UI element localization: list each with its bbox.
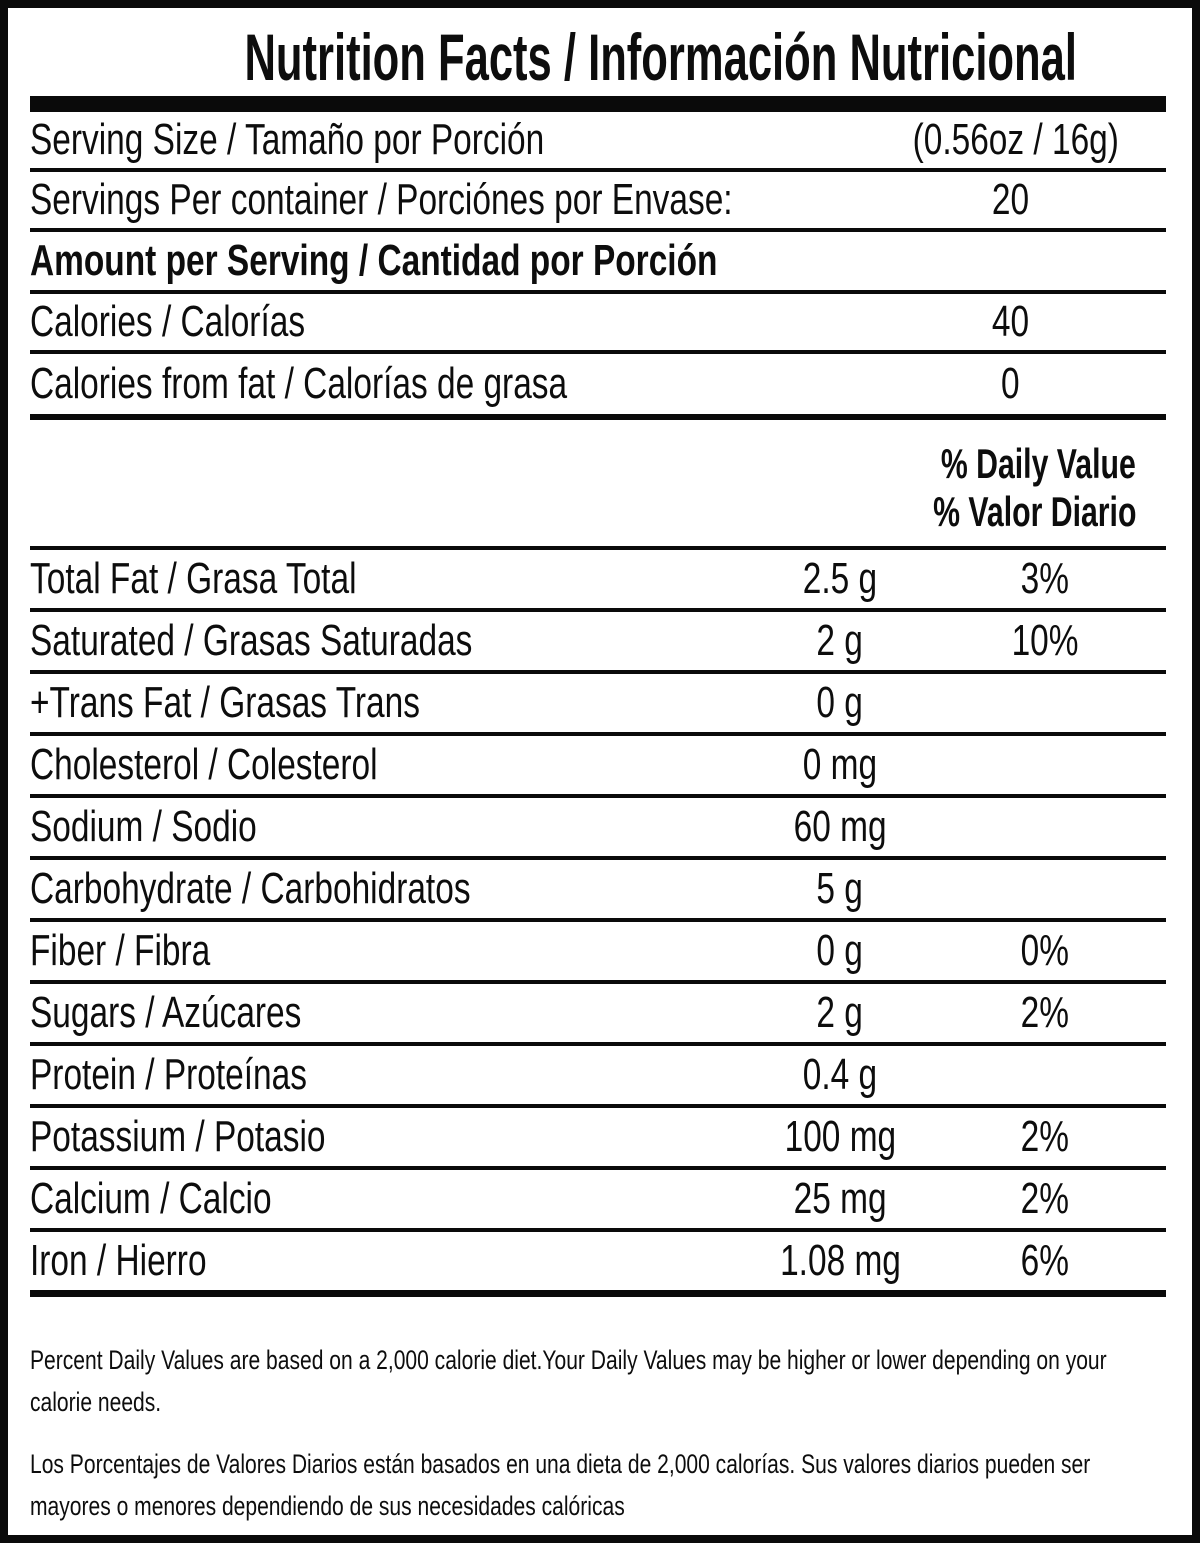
- nutrient-daily-value: 0%: [1020, 926, 1070, 975]
- daily-value-header-es: % Valor Diario: [932, 488, 1136, 535]
- daily-value-header: % Daily Value % Valor Diario: [30, 420, 1166, 550]
- serving-size-value: (0.56oz / 16g): [912, 115, 1119, 164]
- nutrient-row-cholesterol: Cholesterol / Colesterol 0 mg: [30, 736, 1166, 798]
- nutrient-label: Iron / Hierro: [30, 1236, 207, 1285]
- nutrient-row-sodium: Sodium / Sodio 60 mg: [30, 798, 1166, 860]
- servings-per-container-value: 20: [991, 175, 1029, 224]
- calories-row: Calories / Calorías 40: [30, 294, 1166, 354]
- calories-from-fat-value: 0: [1000, 359, 1020, 408]
- nutrient-row-sugars: Sugars / Azúcares 2 g 2%: [30, 984, 1166, 1046]
- servings-per-container-row: Servings Per container / Porciónes por E…: [30, 172, 1166, 232]
- nutrient-amount: 2 g: [816, 988, 864, 1037]
- nutrient-label: Total Fat / Grasa Total: [30, 554, 357, 603]
- nutrient-daily-value: 3%: [1020, 554, 1070, 603]
- nutrient-amount: 2 g: [816, 616, 864, 665]
- footnote-english: Percent Daily Values are based on a 2,00…: [30, 1345, 1107, 1417]
- nutrient-label: Sodium / Sodio: [30, 802, 257, 851]
- serving-size-row: Serving Size / Tamaño por Porción (0.56o…: [30, 112, 1166, 172]
- nutrient-label: Calcium / Calcio: [30, 1174, 272, 1223]
- nutrient-daily-value: 2%: [1020, 1174, 1070, 1223]
- nutrient-amount: 100 mg: [784, 1112, 896, 1161]
- nutrient-row-calcium: Calcium / Calcio 25 mg 2%: [30, 1170, 1166, 1232]
- daily-value-header-en: % Daily Value: [941, 440, 1136, 487]
- title-divider-bar: [30, 96, 1166, 112]
- nutrient-daily-value: [950, 1050, 1140, 1100]
- nutrient-daily-value: [950, 802, 1140, 852]
- nutrient-amount: 0.4 g: [802, 1050, 878, 1099]
- nutrient-amount: 0 g: [816, 926, 864, 975]
- nutrient-amount: 5 g: [816, 864, 864, 913]
- label-title: Nutrition Facts / Información Nutriciona…: [30, 22, 1166, 92]
- nutrient-row-protein: Protein / Proteínas 0.4 g: [30, 1046, 1166, 1108]
- nutrient-daily-value: [950, 740, 1140, 790]
- calories-from-fat-row: Calories from fat / Calorías de grasa 0: [30, 354, 1166, 420]
- servings-per-container-label: Servings Per container / Porciónes por E…: [30, 175, 733, 224]
- nutrient-daily-value: [950, 864, 1140, 914]
- nutrient-label: Carbohydrate / Carbohidratos: [30, 864, 471, 913]
- nutrient-label: Sugars / Azúcares: [30, 988, 302, 1037]
- footnote-spanish: Los Porcentajes de Valores Diarios están…: [30, 1449, 1091, 1521]
- nutrient-daily-value: 2%: [1020, 988, 1070, 1037]
- nutrient-row-total-fat: Total Fat / Grasa Total 2.5 g 3%: [30, 550, 1166, 612]
- nutrient-label: Saturated / Grasas Saturadas: [30, 616, 473, 665]
- nutrient-daily-value: 2%: [1020, 1112, 1070, 1161]
- serving-size-label: Serving Size / Tamaño por Porción: [30, 115, 545, 164]
- calories-from-fat-label: Calories from fat / Calorías de grasa: [30, 359, 568, 408]
- nutrient-row-saturated-fat: Saturated / Grasas Saturadas 2 g 10%: [30, 612, 1166, 674]
- nutrient-amount: 25 mg: [793, 1174, 887, 1223]
- nutrient-amount: 0 mg: [802, 740, 878, 789]
- nutrient-label: Cholesterol / Colesterol: [30, 740, 378, 789]
- nutrient-row-iron: Iron / Hierro 1.08 mg 6%: [30, 1232, 1166, 1297]
- nutrient-row-trans-fat: +Trans Fat / Grasas Trans 0 g: [30, 674, 1166, 736]
- amount-per-serving-header-text: Amount per Serving / Cantidad por Porció…: [30, 236, 718, 285]
- amount-per-serving-header: Amount per Serving / Cantidad por Porció…: [30, 232, 1166, 294]
- nutrient-amount: 2.5 g: [802, 554, 878, 603]
- nutrient-label: Potassium / Potasio: [30, 1112, 326, 1161]
- nutrient-label: Fiber / Fibra: [30, 926, 211, 975]
- nutrient-daily-value: 6%: [1020, 1236, 1070, 1285]
- nutrient-label: Protein / Proteínas: [30, 1050, 307, 1099]
- nutrient-label: +Trans Fat / Grasas Trans: [30, 678, 420, 727]
- nutrient-amount: 60 mg: [793, 802, 887, 851]
- nutrient-row-fiber: Fiber / Fibra 0 g 0%: [30, 922, 1166, 984]
- nutrient-daily-value: 10%: [1011, 616, 1079, 665]
- label-title-text: Nutrition Facts / Información Nutriciona…: [244, 20, 1077, 94]
- calories-label: Calories / Calorías: [30, 297, 306, 346]
- nutrient-amount: 1.08 mg: [779, 1236, 901, 1285]
- nutrient-daily-value: [950, 678, 1140, 728]
- calories-value: 40: [991, 297, 1029, 346]
- nutrient-amount: 0 g: [816, 678, 864, 727]
- nutrient-row-potassium: Potassium / Potasio 100 mg 2%: [30, 1108, 1166, 1170]
- nutrient-row-carbohydrate: Carbohydrate / Carbohidratos 5 g: [30, 860, 1166, 922]
